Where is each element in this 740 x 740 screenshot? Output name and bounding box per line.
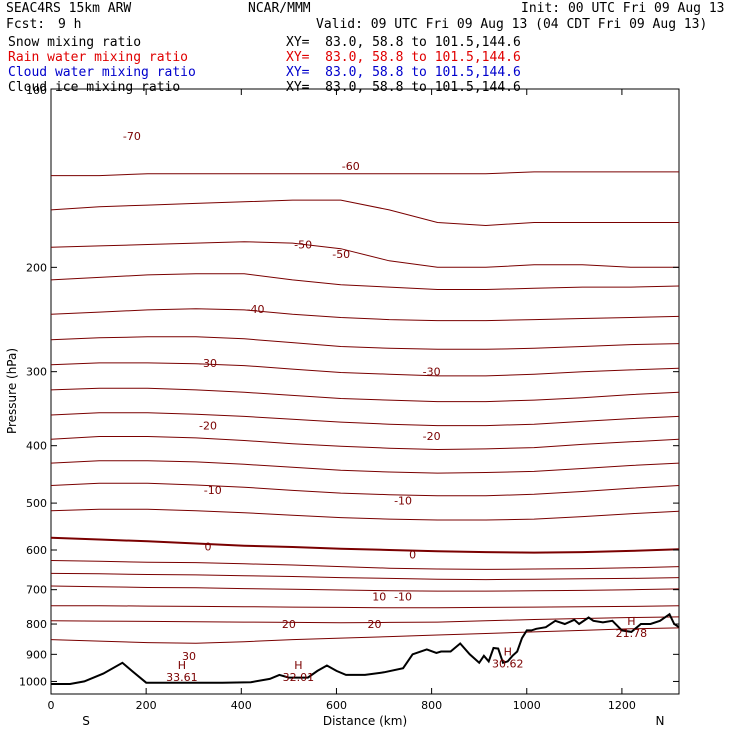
y-tick-label: 300: [26, 366, 47, 379]
contour-line--5: [50, 508, 680, 521]
contour-label: -30: [199, 357, 217, 370]
contour-line-0: [50, 536, 680, 554]
contour-line-7: [50, 572, 680, 581]
field-name-cloud-water: Cloud water mixing ratio: [8, 65, 196, 80]
x-tick-label: 600: [326, 699, 347, 712]
y-tick-label: 600: [26, 544, 47, 557]
high-marker-value: 32.01: [283, 671, 315, 684]
model-title: SEAC4RS 15km ARW: [6, 1, 132, 16]
high-marker-value: 33.61: [166, 671, 198, 684]
y-tick-label: 1000: [19, 675, 47, 688]
high-marker-label: H: [178, 659, 186, 672]
contour-line-20: [50, 616, 680, 624]
contour-label: -40: [247, 303, 265, 316]
x-tick-label: 1000: [513, 699, 541, 712]
contour-line--45: [50, 308, 680, 322]
contour-label: -20: [423, 430, 441, 443]
x-left-end-label: S: [82, 714, 90, 728]
field-xy-cloud-water: XY= 83.0, 58.8 to 101.5,144.6: [286, 65, 521, 80]
valid-time: Valid: 09 UTC Fri 09 Aug 13 (04 CDT Fri …: [316, 17, 708, 32]
x-tick-label: 1200: [608, 699, 636, 712]
contour-label: -60: [342, 160, 360, 173]
x-right-end-label: N: [656, 714, 665, 728]
contour-label: -70: [123, 130, 141, 143]
contour-label: 20: [282, 618, 296, 631]
contour-label: -50: [294, 238, 312, 251]
contour-label: 30: [182, 650, 196, 663]
field-xy-rain: XY= 83.0, 58.8 to 101.5,144.6: [286, 50, 521, 65]
high-marker-value: 21.78: [616, 627, 648, 640]
contour-line--10: [50, 482, 680, 497]
contour-line-15: [51, 605, 680, 609]
x-tick-label: 0: [48, 699, 55, 712]
x-axis-ticks: 0 200 400 600 800 1000 1200: [48, 89, 636, 712]
plot-frame: [50, 88, 680, 695]
contour-label: 0: [205, 541, 212, 554]
contour-label: 10: [372, 591, 386, 604]
y-tick-label-top: 100: [26, 84, 47, 97]
y-tick-label: 200: [26, 261, 47, 274]
contour-label: -50: [332, 248, 350, 261]
x-tick-label: 400: [231, 699, 252, 712]
contour-line--35: [50, 362, 680, 377]
contour-line--15: [50, 460, 680, 474]
contour-labels: -70 -60 -50 -50 -40 -30 -30 -20 -20 -10 -10 0 0 10 -10…: [123, 130, 441, 663]
org-label: NCAR/MMM: [248, 1, 311, 16]
contour-line--70: [51, 171, 679, 177]
init-time: Init: 00 UTC Fri 09 Aug 13: [521, 1, 725, 16]
fcst-value: 9 h: [58, 17, 82, 32]
terrain-group: [51, 612, 680, 685]
high-marker-label: H: [504, 646, 512, 659]
y-axis-title: Pressure (hPa): [5, 348, 19, 434]
contour-label: 0: [409, 548, 416, 561]
x-tick-label: 800: [421, 699, 442, 712]
contour-line--55: [50, 241, 679, 268]
fcst-label: Fcst:: [6, 17, 46, 32]
contour-line--40: [50, 336, 680, 350]
field-name-rain: Rain water mixing ratio: [8, 50, 189, 65]
x-tick-label: 200: [136, 699, 157, 712]
field-xy-cloud-ice: XY= 83.0, 58.8 to 101.5,144.6: [286, 80, 521, 95]
field-xy-snow: XY= 83.0, 58.8 to 101.5,144.6: [286, 35, 521, 50]
contour-label: -20: [199, 420, 217, 433]
contour-label: -10: [204, 484, 222, 497]
contour-line-25: [50, 627, 680, 644]
high-marker-label: H: [294, 659, 302, 672]
contour-line-10: [50, 585, 680, 592]
terrain-line: [51, 612, 680, 685]
y-tick-label: 500: [26, 497, 47, 510]
high-marker-value: 30.62: [492, 658, 524, 671]
field-name-cloud-ice: Cloud ice mixing ratio: [8, 80, 181, 95]
temperature-contours: [50, 171, 680, 644]
y-tick-label: 400: [26, 440, 47, 453]
contour-label: -10: [394, 495, 412, 508]
contour-line--25: [50, 412, 680, 427]
contour-line--30: [50, 387, 680, 403]
y-tick-label: 800: [26, 618, 47, 631]
contour-label: -10: [394, 591, 412, 604]
high-marker-label: H: [627, 615, 635, 628]
contour-line--50: [50, 273, 680, 290]
contour-label: 20: [368, 618, 382, 631]
x-axis-title: Distance (km): [323, 714, 407, 728]
contour-label: -30: [423, 366, 441, 379]
contour-line-5: [50, 560, 680, 570]
y-tick-label: 700: [26, 584, 47, 597]
y-tick-label: 900: [26, 648, 47, 661]
field-name-snow: Snow mixing ratio: [8, 35, 142, 50]
contour-line--20: [50, 436, 680, 451]
contour-line--60: [50, 199, 679, 227]
